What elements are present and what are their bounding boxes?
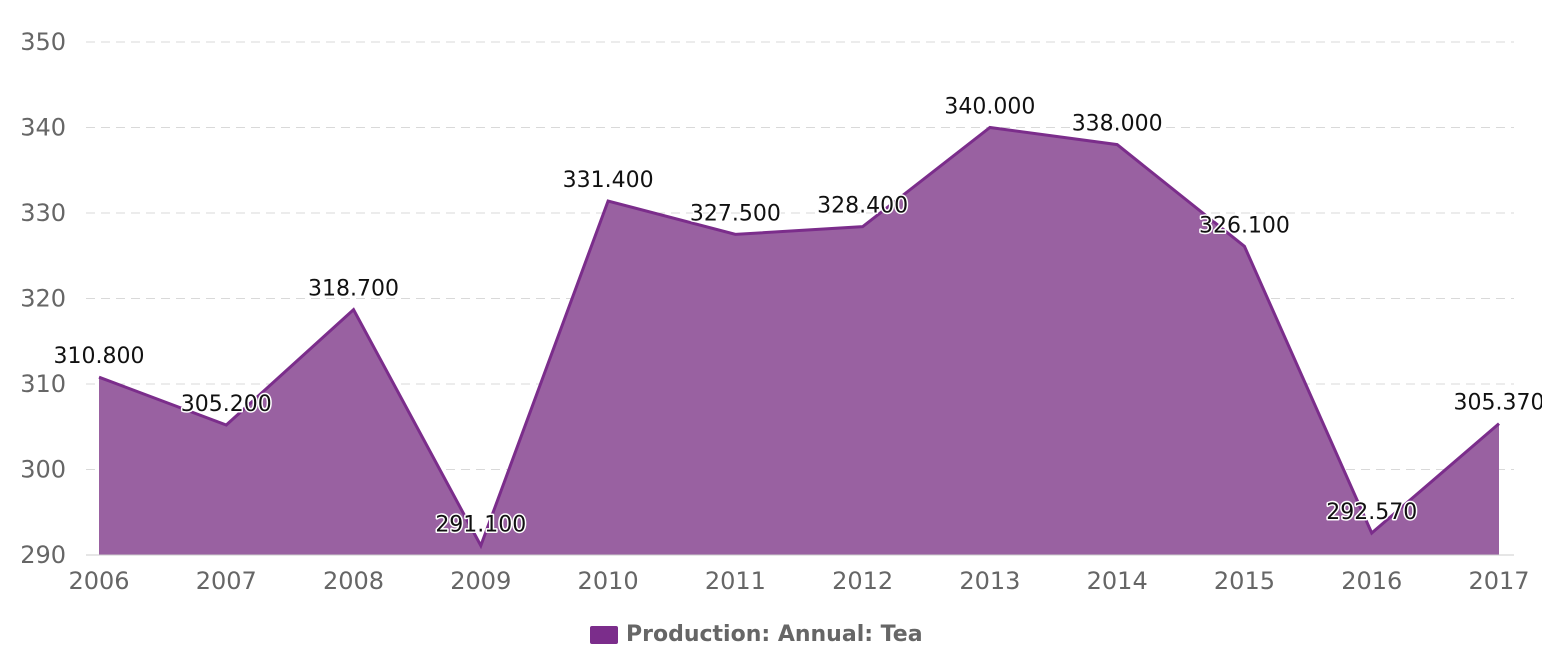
x-tick-label-2007: 2007 (196, 567, 257, 595)
data-label-2010: 331.400 (563, 168, 654, 193)
x-tick-label-2012: 2012 (832, 567, 893, 595)
data-label-2007: 305.200 (181, 392, 272, 417)
data-label-layer: 310.800 305.200 318.700 291.100 331.400 327.5… (52, 93, 1542, 539)
series-area-fill[interactable] (99, 127, 1499, 556)
data-label-2016: 292.570 (1326, 500, 1417, 525)
y-tick-label-290: 290 (20, 541, 66, 569)
data-label-2014: 338.000 (1072, 112, 1163, 137)
legend[interactable]: Production: Annual: Tea (590, 620, 923, 650)
x-tick-label-2013: 2013 (959, 567, 1020, 595)
y-tick-label-330: 330 (20, 199, 66, 227)
x-tick-label-2006: 2006 (68, 567, 129, 595)
x-tick-label-2017: 2017 (1468, 567, 1529, 595)
x-tick-label-2010: 2010 (578, 567, 639, 595)
y-tick-label-340: 340 (20, 114, 66, 142)
data-label-2015: 326.100 (1199, 213, 1290, 238)
data-label-2012: 328.400 (817, 194, 908, 219)
data-label-2006: 310.800 (54, 344, 145, 369)
area-layer (98, 125, 1500, 556)
series-line (98, 125, 1500, 550)
data-label-2009: 291.100 (435, 513, 526, 538)
y-tick-label-320: 320 (20, 285, 66, 313)
axis-layer: 290 300 310 320 330 340 350 2006 2007 2008 2009 201… (20, 28, 1529, 595)
y-tick-label-350: 350 (20, 28, 66, 56)
x-tick-label-2008: 2008 (323, 567, 384, 595)
data-label-2008: 318.700 (308, 277, 399, 302)
x-tick-label-2011: 2011 (705, 567, 766, 595)
x-tick-label-2009: 2009 (450, 567, 511, 595)
data-label-2013: 340.000 (944, 95, 1035, 120)
legend-swatch (590, 626, 618, 644)
y-tick-label-300: 300 (20, 456, 66, 484)
y-tick-label-310: 310 (20, 370, 66, 398)
legend-label: Production: Annual: Tea (626, 622, 923, 647)
data-label-2011: 327.500 (690, 201, 781, 226)
x-tick-label-2014: 2014 (1087, 567, 1148, 595)
x-tick-label-2015: 2015 (1214, 567, 1275, 595)
x-tick-label-2016: 2016 (1341, 567, 1402, 595)
data-label-2017: 305.370 (1454, 391, 1542, 416)
